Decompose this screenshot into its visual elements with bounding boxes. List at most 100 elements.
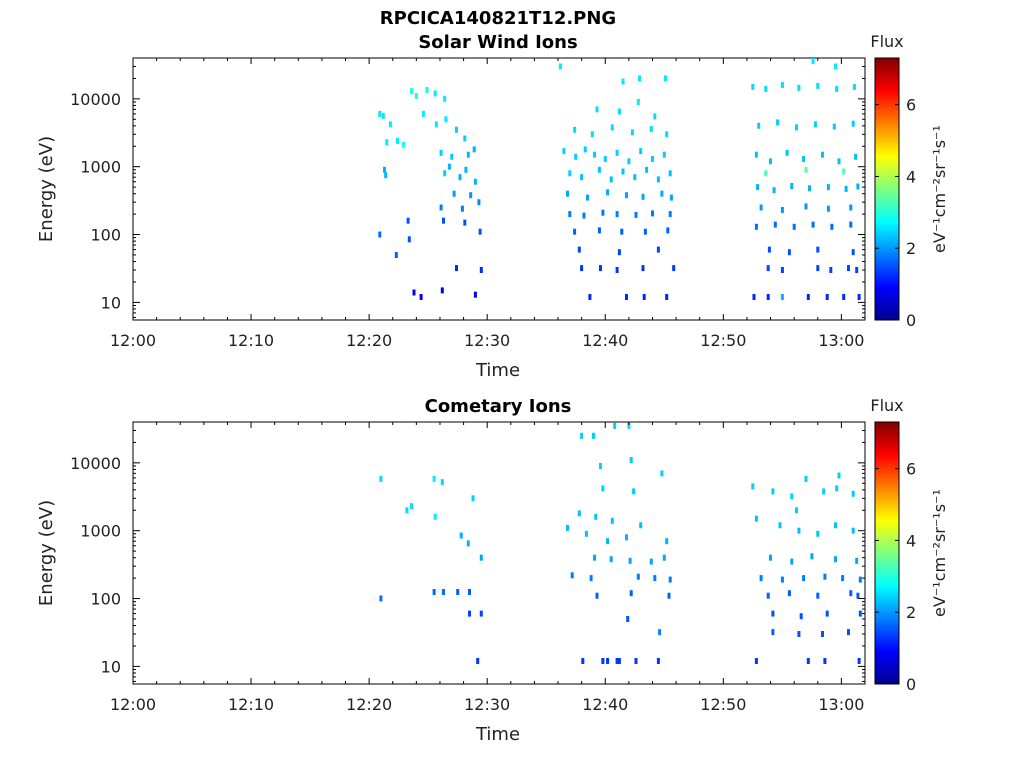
flux-cell xyxy=(479,610,483,617)
flux-cell xyxy=(464,166,468,173)
flux-cell xyxy=(662,554,666,561)
flux-cell xyxy=(851,120,855,127)
flux-cell xyxy=(599,463,602,469)
x-axis: 12:00 12:10 12:20 12:30 12:40 12:50 13:00 xyxy=(110,58,866,350)
flux-cell xyxy=(433,513,437,520)
colorbar xyxy=(874,421,900,685)
flux-cell xyxy=(459,532,463,539)
flux-cell xyxy=(769,554,772,561)
y-tick-label: 1000 xyxy=(80,158,121,177)
flux-cell xyxy=(460,205,464,212)
colorbar-tick-label: 4 xyxy=(906,167,916,186)
flux-cell xyxy=(849,221,853,228)
flux-cell xyxy=(601,209,605,216)
flux-cell xyxy=(638,75,641,82)
flux-cell xyxy=(627,158,631,165)
flux-cell xyxy=(672,265,676,272)
flux-cell xyxy=(384,172,388,179)
flux-cell xyxy=(653,113,657,120)
flux-cell xyxy=(662,151,666,158)
flux-cell xyxy=(856,183,860,190)
flux-cell xyxy=(669,194,673,201)
colorbar-tick-label: 6 xyxy=(906,460,916,479)
flux-cell xyxy=(797,527,801,534)
flux-cell xyxy=(388,121,392,128)
flux-cell xyxy=(857,294,861,300)
flux-cell xyxy=(802,575,806,582)
flux-cell xyxy=(832,123,836,130)
flux-cell xyxy=(826,205,830,212)
flux-cell xyxy=(629,590,633,597)
colorbar-ticks: 0 2 4 6 xyxy=(875,460,916,694)
x-tick-label: 12:00 xyxy=(110,695,156,714)
flux-cell xyxy=(656,658,660,664)
flux-cell xyxy=(617,658,621,664)
flux-cell xyxy=(378,110,382,117)
flux-cell xyxy=(641,265,645,272)
flux-cell xyxy=(606,189,610,196)
flux-cell xyxy=(592,432,595,439)
x-tick-label: 13:00 xyxy=(818,695,864,714)
flux-cell xyxy=(854,153,858,160)
flux-cells xyxy=(379,422,862,664)
flux-cell xyxy=(439,204,443,211)
colorbar-tick-label: 2 xyxy=(906,239,916,258)
flux-cell xyxy=(479,267,483,273)
flux-cell xyxy=(668,170,672,177)
flux-cell xyxy=(651,156,654,162)
flux-cell xyxy=(858,576,862,583)
flux-cell xyxy=(656,246,660,253)
flux-cell xyxy=(849,204,853,211)
flux-cell xyxy=(595,592,599,599)
flux-cell xyxy=(577,510,581,517)
flux-cell xyxy=(573,126,577,133)
flux-cell xyxy=(621,78,625,85)
flux-cell xyxy=(615,149,619,156)
colorbar-tick-label: 2 xyxy=(906,603,916,622)
flux-cell xyxy=(626,616,630,622)
colorbar-tick-label: 0 xyxy=(906,675,916,694)
flux-cell xyxy=(660,190,664,197)
flux-cell xyxy=(379,595,383,602)
flux-cell xyxy=(851,527,855,534)
flux-cell xyxy=(628,557,632,564)
flux-cells xyxy=(378,58,861,300)
colorbar-tick-label: 4 xyxy=(906,531,916,550)
flux-cell xyxy=(381,112,385,119)
y-axis-label: Energy (eV) xyxy=(36,136,57,242)
flux-cell xyxy=(632,488,636,495)
flux-cell xyxy=(834,63,837,70)
flux-cell xyxy=(577,246,581,253)
panel-title: Solar Wind Ions xyxy=(418,32,577,53)
flux-cell xyxy=(664,75,667,82)
flux-cell xyxy=(780,82,784,88)
flux-cell xyxy=(847,629,850,636)
flux-cell xyxy=(439,149,443,156)
y-tick-label: 10 xyxy=(101,657,121,676)
panel-title: Cometary Ions xyxy=(425,396,572,417)
flux-cell xyxy=(613,422,617,429)
flux-cell xyxy=(634,211,638,218)
flux-cell xyxy=(456,589,460,595)
flux-cell xyxy=(771,488,775,495)
flux-cell xyxy=(636,99,640,105)
flux-cell xyxy=(586,194,589,201)
flux-cell xyxy=(823,658,827,664)
flux-cell xyxy=(766,592,770,599)
flux-cell xyxy=(811,221,815,228)
colorbar-units: eV⁻¹cm⁻²sr⁻¹s⁻¹ xyxy=(930,489,949,617)
flux-cell xyxy=(823,573,827,580)
flux-cell xyxy=(790,558,794,565)
cometary-ions-panel: Cometary Ions 12:00 12:10 12:20 12:30 12:40 1… xyxy=(36,396,949,745)
flux-cell xyxy=(442,589,445,595)
flux-cell xyxy=(834,522,837,529)
flux-cell xyxy=(643,228,647,235)
flux-cell xyxy=(639,148,643,155)
flux-cell xyxy=(642,294,646,300)
flux-cell xyxy=(406,217,410,224)
flux-cell xyxy=(594,513,598,520)
flux-cell xyxy=(627,422,631,429)
flux-cell xyxy=(797,84,801,91)
flux-cell xyxy=(433,90,437,97)
flux-cell xyxy=(630,129,634,136)
